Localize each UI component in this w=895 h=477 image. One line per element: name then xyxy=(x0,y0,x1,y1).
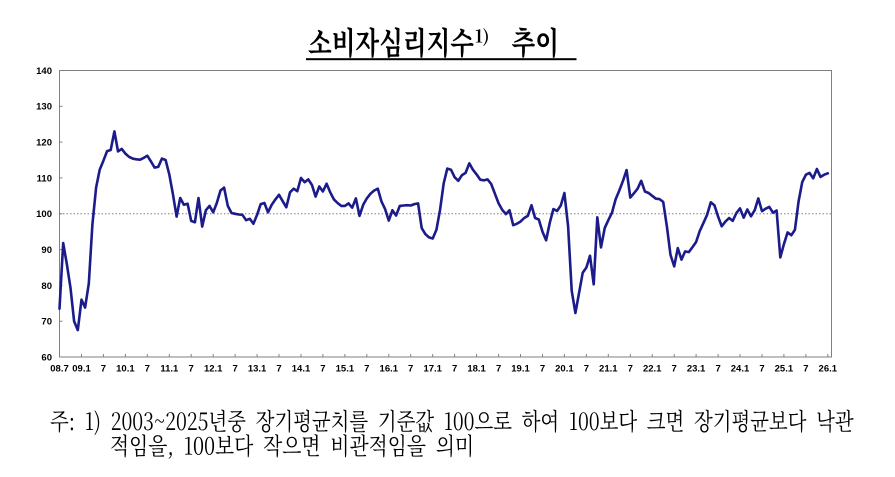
svg-text:7: 7 xyxy=(276,364,281,375)
svg-text:7: 7 xyxy=(189,364,194,375)
svg-text:7: 7 xyxy=(540,364,545,375)
svg-text:90: 90 xyxy=(41,245,52,256)
svg-text:60: 60 xyxy=(41,352,52,363)
svg-text:7: 7 xyxy=(145,364,150,375)
svg-text:7: 7 xyxy=(364,364,369,375)
svg-text:08.7: 08.7 xyxy=(50,364,69,375)
svg-text:7: 7 xyxy=(715,364,720,375)
svg-text:7: 7 xyxy=(232,364,237,375)
svg-text:14.1: 14.1 xyxy=(292,364,311,375)
svg-text:23.1: 23.1 xyxy=(687,364,706,375)
svg-text:70: 70 xyxy=(41,317,52,328)
svg-text:7: 7 xyxy=(759,364,764,375)
svg-text:16.1: 16.1 xyxy=(380,364,399,375)
svg-text:09.1: 09.1 xyxy=(72,364,91,375)
svg-text:120: 120 xyxy=(36,138,52,149)
svg-text:7: 7 xyxy=(628,364,633,375)
svg-text:100: 100 xyxy=(36,209,52,220)
svg-text:21.1: 21.1 xyxy=(599,364,618,375)
svg-text:18.1: 18.1 xyxy=(467,364,486,375)
svg-text:13.1: 13.1 xyxy=(248,364,267,375)
svg-text:7: 7 xyxy=(584,364,589,375)
svg-text:7: 7 xyxy=(672,364,677,375)
svg-text:7: 7 xyxy=(101,364,106,375)
svg-text:7: 7 xyxy=(452,364,457,375)
svg-text:80: 80 xyxy=(41,281,52,292)
svg-text:15.1: 15.1 xyxy=(336,364,355,375)
svg-text:22.1: 22.1 xyxy=(643,364,662,375)
svg-text:19.1: 19.1 xyxy=(511,364,530,375)
svg-text:110: 110 xyxy=(37,173,52,184)
svg-text:24.1: 24.1 xyxy=(731,364,750,375)
svg-text:7: 7 xyxy=(408,364,413,375)
svg-text:11.1: 11.1 xyxy=(160,364,179,375)
svg-text:130: 130 xyxy=(36,102,52,113)
svg-text:26.1: 26.1 xyxy=(819,364,838,375)
svg-text:20.1: 20.1 xyxy=(555,364,574,375)
svg-text:10.1: 10.1 xyxy=(116,364,135,375)
svg-text:140: 140 xyxy=(36,66,52,77)
svg-text:7: 7 xyxy=(803,364,808,375)
svg-text:25.1: 25.1 xyxy=(775,364,794,375)
svg-text:17.1: 17.1 xyxy=(423,364,442,375)
svg-text:7: 7 xyxy=(496,364,501,375)
svg-text:7: 7 xyxy=(320,364,325,375)
svg-text:12.1: 12.1 xyxy=(204,364,223,375)
